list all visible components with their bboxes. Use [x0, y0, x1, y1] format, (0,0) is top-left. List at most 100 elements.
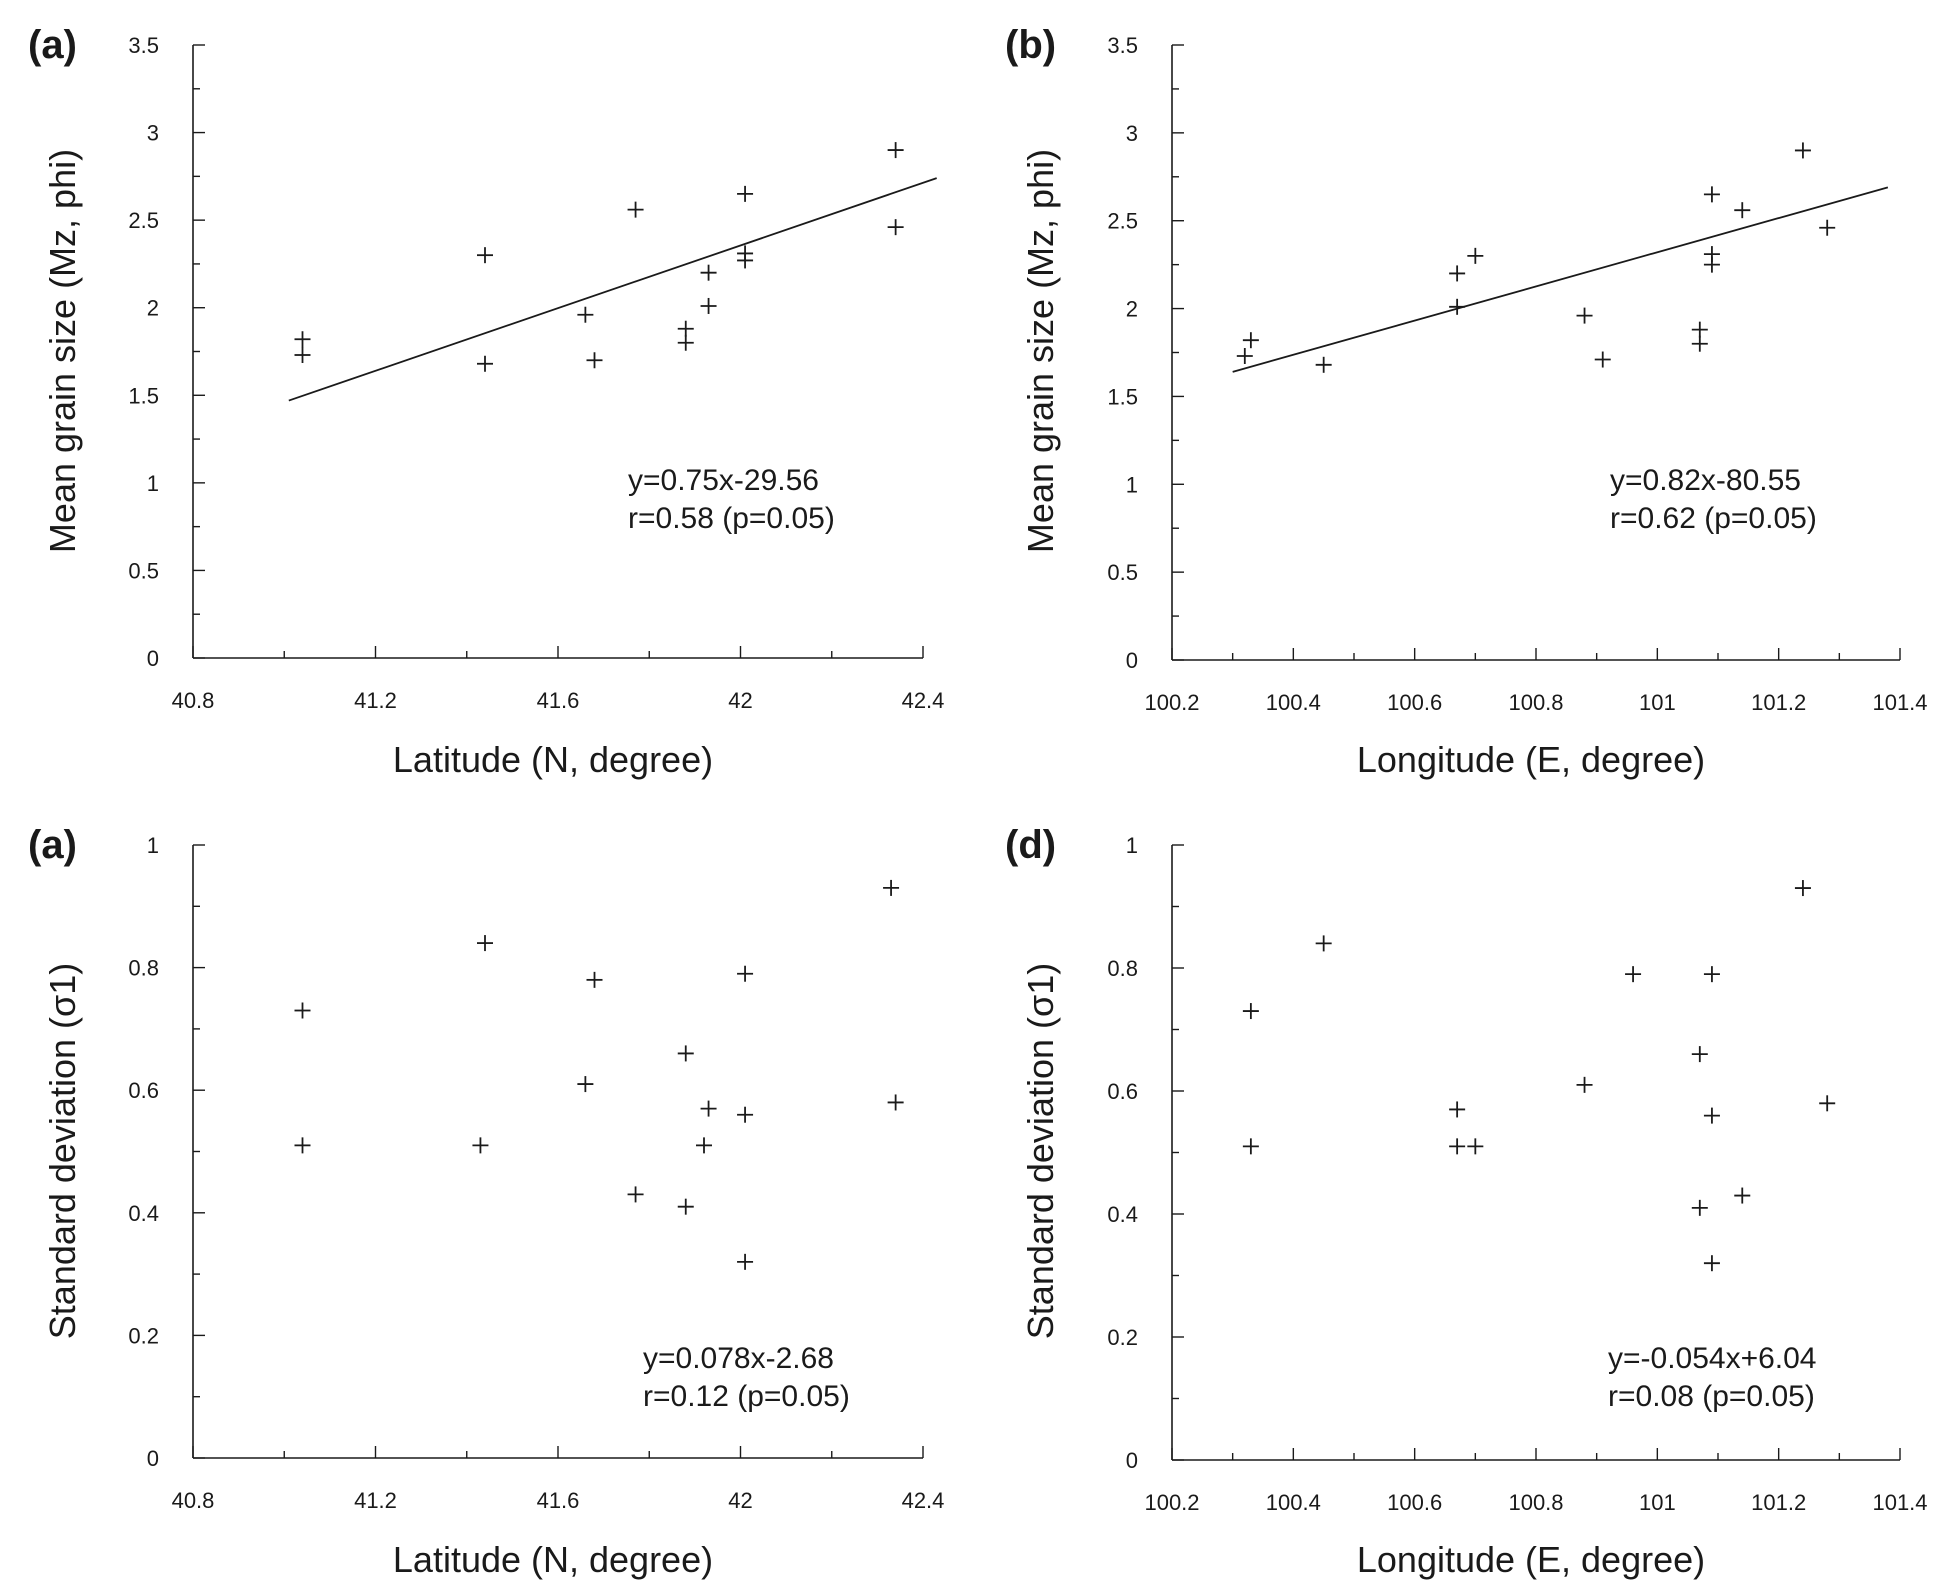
y-tick-label: 0.5 — [1107, 560, 1138, 585]
y-tick-label: 0 — [147, 1446, 159, 1471]
regression-correlation: r=0.12 (p=0.05) — [643, 1380, 850, 1413]
x-tick-label: 41.2 — [354, 1488, 397, 1513]
x-tick-label: 100.8 — [1508, 690, 1563, 715]
y-tick-label: 3 — [1126, 121, 1138, 146]
y-tick-label: 0.8 — [1107, 956, 1138, 981]
regression-correlation: r=0.58 (p=0.05) — [628, 502, 835, 535]
y-tick-label: 2 — [1126, 297, 1138, 322]
y-tick-label: 3.5 — [128, 33, 159, 58]
data-point — [700, 264, 717, 281]
x-tick-label: 100.6 — [1387, 690, 1442, 715]
data-point — [1703, 186, 1720, 203]
data-point — [577, 1076, 594, 1093]
x-tick-label: 42 — [728, 1488, 752, 1513]
data-point — [1449, 1138, 1466, 1155]
x-tick-label: 42.4 — [902, 1488, 945, 1513]
x-tick-label: 41.2 — [354, 688, 397, 713]
y-tick-label: 2.5 — [128, 208, 159, 233]
data-point — [696, 1137, 712, 1154]
x-tick-label: 40.8 — [172, 688, 215, 713]
y-tick-label: 3.5 — [1107, 33, 1138, 58]
y-axis-title: Standard deviation (σ1) — [1020, 963, 1061, 1339]
regression-equation: y=0.82x-80.55 — [1610, 464, 1801, 497]
panel-c-sd-latitude: (a) 40.8 41.2 41.6 42 42.4 0 0.2 0.4 0.6 0.8 1 Lat… — [28, 823, 944, 1580]
x-tick-label: 100.4 — [1266, 690, 1321, 715]
data-point — [586, 352, 603, 369]
data-point — [1449, 1101, 1466, 1118]
x-axis-title: Latitude (N, degree) — [393, 1539, 713, 1580]
data-point — [700, 297, 717, 314]
y-tick-label: 0 — [1126, 648, 1138, 673]
data-point — [1625, 966, 1642, 983]
data-point — [294, 347, 311, 364]
panel-a-mz-latitude: (a) 40.8 41.2 41.6 42 42.4 0 0.5 1 1.5 2 2.5 3 3.5 L… — [28, 23, 944, 780]
data-point — [887, 219, 904, 236]
data-point — [1691, 321, 1708, 338]
x-axis-title: Latitude (N, degree) — [393, 739, 713, 780]
x-tick-label: 40.8 — [172, 1488, 215, 1513]
plot-area: 100.2 100.4 100.6 100.8 101 101.2 101.4 0 0.2 0.4… — [1107, 833, 1927, 1515]
data-point — [1691, 335, 1708, 352]
regression-correlation: r=0.08 (p=0.05) — [1608, 1380, 1815, 1413]
y-tick-label: 1.5 — [1107, 384, 1138, 409]
data-point — [677, 334, 694, 351]
y-tick-label: 0.4 — [1107, 1202, 1138, 1227]
data-point — [1703, 1107, 1720, 1124]
x-tick-label: 42 — [728, 688, 752, 713]
panel-label: (b) — [1005, 23, 1056, 67]
y-tick-label: 0.5 — [128, 558, 159, 583]
y-tick-label: 1 — [147, 833, 159, 858]
y-tick-label: 1 — [1126, 472, 1138, 497]
panel-label: (a) — [28, 823, 77, 867]
y-tick-label: 0.2 — [1107, 1325, 1138, 1350]
y-tick-label: 0.6 — [128, 1078, 159, 1103]
y-tick-label: 0.4 — [128, 1201, 159, 1226]
data-point — [1449, 298, 1466, 315]
y-tick-label: 0.6 — [1107, 1079, 1138, 1104]
data-point — [1315, 935, 1332, 952]
data-point — [294, 331, 311, 348]
y-tick-label: 1 — [1126, 833, 1138, 858]
data-point — [477, 935, 493, 952]
data-point — [586, 971, 603, 988]
x-tick-label: 100.2 — [1144, 1490, 1199, 1515]
x-tick-label: 101.2 — [1751, 690, 1806, 715]
y-axis-title: Mean grain size (Mz, phi) — [1020, 149, 1061, 553]
data-point — [1594, 351, 1611, 368]
data-point — [1703, 966, 1720, 983]
data-point — [887, 142, 904, 159]
data-point — [1242, 1003, 1259, 1020]
panel-label: (a) — [28, 23, 77, 67]
data-point — [700, 1100, 717, 1117]
data-point — [1576, 307, 1593, 324]
plot-area: 40.8 41.2 41.6 42 42.4 0 0.5 1 1.5 2 2.5 3 3.5 — [128, 33, 944, 713]
regression-line — [1232, 186, 1889, 373]
data-point — [737, 185, 754, 202]
y-axis-title: Mean grain size (Mz, phi) — [42, 149, 83, 553]
data-point — [294, 1137, 311, 1154]
data-point — [1819, 219, 1836, 236]
x-tick-label: 42.4 — [902, 688, 945, 713]
panel-d-sd-longitude: (d) 100.2 100.4 100.6 100.8 101 101.2 101.4 0 0.… — [1005, 823, 1928, 1580]
data-point — [1576, 1076, 1593, 1093]
data-point — [1242, 332, 1259, 349]
regression-equation: y=0.75x-29.56 — [628, 464, 819, 497]
data-point — [472, 1137, 489, 1154]
x-tick-label: 100.2 — [1144, 690, 1199, 715]
regression-equation: y=-0.054x+6.04 — [1608, 1342, 1817, 1375]
plot-area: 100.2 100.4 100.6 100.8 101 101.2 101.4 0 0.5 1 1.… — [1107, 33, 1927, 715]
data-point — [477, 355, 493, 372]
data-point — [1467, 1138, 1484, 1155]
data-point — [1734, 1187, 1751, 1204]
x-tick-label: 101.2 — [1751, 1490, 1806, 1515]
data-point — [1236, 348, 1253, 365]
data-point — [627, 201, 644, 218]
data-point — [737, 965, 754, 982]
y-tick-label: 0 — [1126, 1448, 1138, 1473]
data-point — [737, 1253, 754, 1270]
plot-area: 40.8 41.2 41.6 42 42.4 0 0.2 0.4 0.6 0.8 1 — [128, 833, 944, 1513]
y-tick-label: 2 — [147, 296, 159, 321]
data-point — [577, 306, 594, 323]
x-axis-title: Longitude (E, degree) — [1357, 739, 1705, 780]
